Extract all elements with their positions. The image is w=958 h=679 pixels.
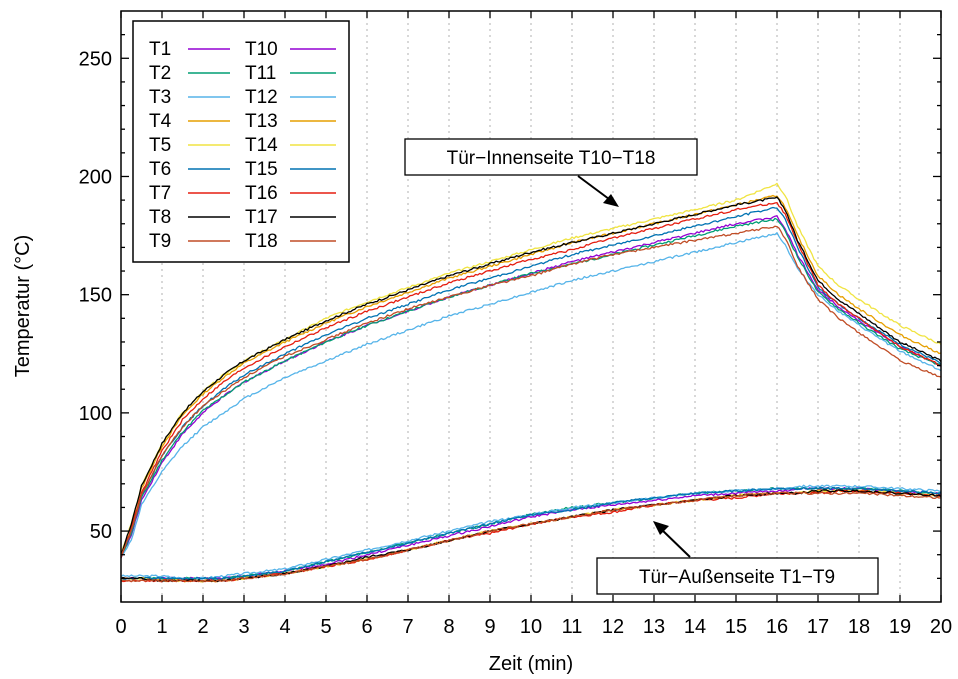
annotation-outer-box bbox=[596, 557, 879, 595]
legend-label-t15: T15 bbox=[245, 159, 278, 180]
legend-label-t10: T10 bbox=[245, 39, 278, 60]
series-line-t9 bbox=[120, 491, 942, 583]
y-tick-label: 100 bbox=[79, 403, 112, 425]
x-tick-label: 0 bbox=[115, 616, 126, 638]
annotation-outer-arrowhead bbox=[653, 521, 669, 535]
x-tick-label: 20 bbox=[930, 616, 952, 638]
annotation-inner: Tür−Innenseite T10−T18 bbox=[404, 138, 698, 207]
legend-label-t2: T2 bbox=[149, 63, 171, 84]
series-line-t13 bbox=[120, 194, 942, 555]
y-axis-label: Temperatur (°C) bbox=[12, 235, 34, 377]
legend-label-t13: T13 bbox=[245, 111, 278, 132]
legend-label-t14: T14 bbox=[245, 135, 278, 156]
x-tick-label: 11 bbox=[562, 616, 583, 638]
x-tick-label: 2 bbox=[197, 616, 208, 638]
series-line-t18 bbox=[120, 225, 942, 557]
legend-label-t4: T4 bbox=[149, 111, 172, 132]
annotation-outer-label: Tür−Außenseite T1−T9 bbox=[639, 567, 835, 588]
annotation-outer-arrow bbox=[659, 527, 691, 558]
legend-label-t17: T17 bbox=[245, 207, 278, 228]
legend-label-t5: T5 bbox=[149, 135, 171, 156]
series-line-t17 bbox=[120, 196, 942, 555]
x-tick-label: 19 bbox=[889, 616, 911, 638]
annotation-inner-box bbox=[404, 138, 698, 176]
series-line-t3 bbox=[120, 484, 942, 581]
x-tick-label: 14 bbox=[684, 616, 706, 638]
series-line-t15 bbox=[120, 206, 942, 558]
x-tick-label: 5 bbox=[320, 616, 331, 638]
x-tick-label: 9 bbox=[484, 616, 495, 638]
legend-label-t9: T9 bbox=[149, 231, 171, 252]
x-axis-label: Zeit (min) bbox=[489, 653, 573, 675]
x-tick-label: 12 bbox=[602, 616, 624, 638]
legend-box bbox=[132, 20, 350, 263]
y-tick-label: 150 bbox=[79, 285, 112, 307]
x-tick-label: 1 bbox=[156, 616, 167, 638]
legend-items: T1 T2 T3 T4 T5 T6 T7 T8 T9 T10 T11 T12 T13 T14 T15 T16 T… bbox=[149, 39, 336, 252]
series-line-t16 bbox=[120, 201, 942, 559]
axis-ticks: 0 1 2 3 4 5 6 7 8 9 10 11 12 13 14 15 16 17 18 19 2050100150… bbox=[79, 11, 952, 638]
series-line-t6 bbox=[120, 486, 942, 581]
legend-label-t7: T7 bbox=[149, 183, 171, 204]
x-tick-label: 6 bbox=[361, 616, 372, 638]
legend-label-t16: T16 bbox=[245, 183, 278, 204]
x-tick-label: 7 bbox=[402, 616, 413, 638]
x-tick-label: 15 bbox=[725, 616, 747, 638]
legend-label-t12: T12 bbox=[245, 87, 278, 108]
x-tick-label: 10 bbox=[520, 616, 542, 638]
x-tick-label: 8 bbox=[443, 616, 454, 638]
legend-label-t8: T8 bbox=[149, 207, 171, 228]
annotation-inner-arrowhead bbox=[603, 194, 619, 207]
x-tick-label: 13 bbox=[643, 616, 665, 638]
series-line-t11 bbox=[120, 217, 942, 557]
x-tick-label: 3 bbox=[238, 616, 249, 638]
legend-label-t1: T1 bbox=[149, 39, 171, 60]
legend-label-t3: T3 bbox=[149, 87, 171, 108]
x-tick-label: 4 bbox=[279, 616, 290, 638]
series-layer bbox=[120, 182, 942, 583]
annotation-outer: Tür−Außenseite T1−T9 bbox=[596, 521, 879, 595]
x-tick-label: 16 bbox=[766, 616, 788, 638]
annotation-inner-label: Tür−Innenseite T10−T18 bbox=[447, 148, 656, 169]
x-tick-label: 17 bbox=[807, 616, 829, 638]
legend-label-t6: T6 bbox=[149, 159, 171, 180]
x-tick-label: 18 bbox=[848, 616, 870, 638]
legend-label-t11: T11 bbox=[245, 63, 276, 84]
grid-lines bbox=[161, 11, 901, 602]
y-tick-label: 250 bbox=[79, 48, 112, 70]
y-tick-label: 50 bbox=[90, 521, 112, 543]
annotation-inner-arrow bbox=[577, 175, 614, 203]
legend-label-t18: T18 bbox=[245, 231, 278, 252]
legend: T1 T2 T3 T4 T5 T6 T7 T8 T9 T10 T11 T12 T13 T14 T15 T16 T… bbox=[132, 20, 350, 263]
y-tick-label: 200 bbox=[79, 166, 112, 188]
